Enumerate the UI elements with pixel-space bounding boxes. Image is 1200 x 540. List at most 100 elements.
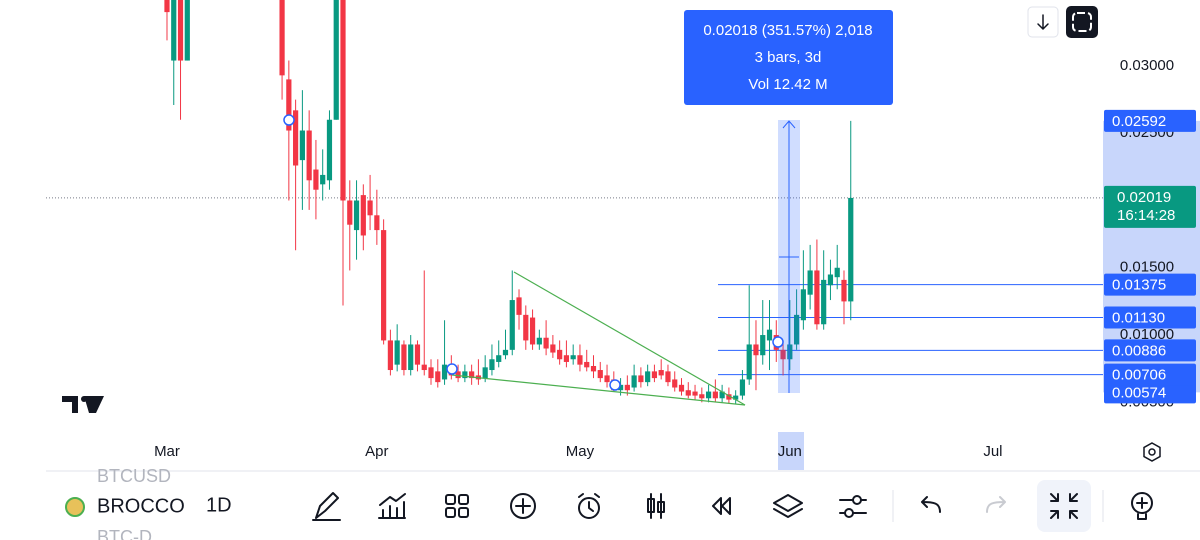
level-label: 0.01130 <box>1112 310 1165 327</box>
range-label: 0.00574 <box>1112 384 1166 401</box>
candle-body <box>719 391 725 399</box>
candle-body <box>760 335 766 356</box>
candle-body <box>685 390 691 396</box>
candle-body <box>394 340 400 365</box>
indicators-icon[interactable] <box>378 493 406 519</box>
candle-body <box>753 344 759 356</box>
interval[interactable]: 1D <box>206 494 232 516</box>
candle-body <box>374 215 380 231</box>
measure-text: 0.02018 (351.57%) 2,018 <box>703 22 872 39</box>
candle-body <box>482 367 488 379</box>
candle-body <box>678 384 685 392</box>
candle-body <box>523 314 529 341</box>
y-tick-label: 0.03000 <box>1120 57 1174 74</box>
level-label: 0.00706 <box>1112 367 1166 384</box>
candle-body <box>814 270 820 325</box>
x-tick-label: Mar <box>154 443 180 460</box>
symbol-icon <box>65 497 85 517</box>
candle-body <box>469 371 475 379</box>
candle-body <box>780 349 786 360</box>
candle-body <box>529 317 536 345</box>
alert-icon <box>578 493 600 512</box>
fullscreen-button[interactable] <box>1066 6 1098 38</box>
range-label-box <box>1104 381 1196 404</box>
level-label-box <box>1104 339 1196 362</box>
candle-body <box>800 289 806 321</box>
candle-body <box>692 391 698 396</box>
settings-icon <box>1148 448 1156 456</box>
pattern-line <box>451 374 746 406</box>
candle-body <box>502 349 509 356</box>
range-label: 0.02592 <box>1112 113 1166 130</box>
level-label-box <box>1104 273 1196 296</box>
candle-body <box>746 344 752 380</box>
candle-body <box>171 0 177 61</box>
y-tick-label: 0.01500 <box>1120 259 1174 276</box>
candle-body <box>570 355 576 360</box>
symbol[interactable]: BROCCO <box>97 495 185 517</box>
candle-body <box>441 364 448 380</box>
candle-body <box>827 274 834 286</box>
candle-body <box>848 197 854 302</box>
alert-icon[interactable] <box>578 497 600 519</box>
measure-tooltip <box>684 10 893 105</box>
candle-body <box>177 0 184 61</box>
candle-body <box>326 119 333 181</box>
candle-body <box>590 365 597 372</box>
candle-body <box>306 130 312 181</box>
candle-body <box>584 361 590 368</box>
collapse-button[interactable] <box>1037 480 1091 532</box>
settings-sliders <box>852 495 862 505</box>
candle-body <box>726 394 732 400</box>
event-marker[interactable] <box>772 336 784 348</box>
collapse-icon <box>1050 493 1078 519</box>
candle-body <box>286 79 292 131</box>
candle-body <box>712 391 718 399</box>
templates-icon[interactable] <box>445 494 469 518</box>
candle-body <box>516 297 522 315</box>
last-price-label: 0.02019 <box>1117 189 1171 206</box>
candle-body <box>428 367 434 379</box>
level-label-box <box>1104 306 1196 329</box>
countdown: 16:14:28 <box>1117 207 1175 224</box>
candle-body <box>184 0 190 61</box>
candle-body <box>617 384 624 391</box>
candle-body <box>353 200 360 231</box>
candle-icon <box>657 501 665 513</box>
candle-body <box>421 364 427 371</box>
candle-body <box>739 379 746 396</box>
undo-icon[interactable] <box>921 496 941 513</box>
candle-icon <box>647 498 655 513</box>
candle-body <box>536 337 542 345</box>
y-tick-label: 0.01000 <box>1120 326 1174 343</box>
replay-icon[interactable] <box>712 497 731 515</box>
candle-body <box>320 174 326 185</box>
add-icon[interactable] <box>510 493 536 519</box>
event-marker[interactable] <box>446 363 458 375</box>
candle-body <box>821 279 827 325</box>
settings-icon[interactable] <box>1143 442 1161 462</box>
candle-body <box>401 344 407 371</box>
add-indicator-icon[interactable] <box>1131 492 1153 514</box>
pattern-line <box>513 271 746 406</box>
level-label: 0.00886 <box>1112 342 1166 359</box>
logo <box>62 396 104 413</box>
logo <box>81 396 87 402</box>
candle-body <box>550 344 556 353</box>
candle-body <box>347 200 353 225</box>
measure-text: 3 bars, 3d <box>755 49 822 66</box>
candle-body <box>455 371 461 379</box>
candle-body <box>834 267 840 278</box>
candle-body <box>597 370 603 379</box>
redo-icon[interactable] <box>986 496 1006 513</box>
candle-body <box>577 355 583 365</box>
candle-body <box>360 195 366 236</box>
range-label-box <box>1104 109 1196 132</box>
layers-icon[interactable] <box>773 494 803 518</box>
event-marker[interactable] <box>609 379 621 391</box>
event-marker[interactable] <box>283 114 295 126</box>
draw-icon[interactable] <box>312 492 341 521</box>
x-tick-label: Jul <box>983 443 1002 460</box>
